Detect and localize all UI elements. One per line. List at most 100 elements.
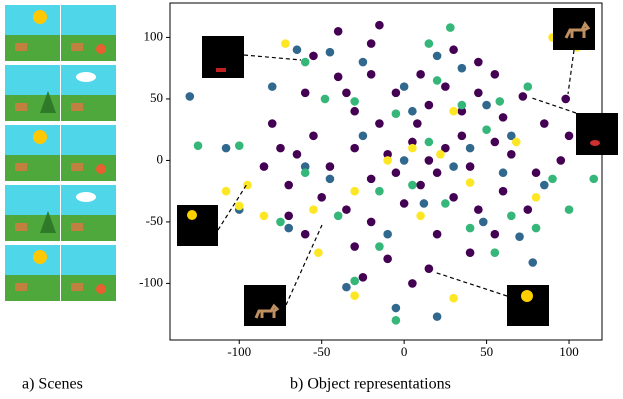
x-tick-label: -100 <box>227 344 251 359</box>
point <box>284 211 294 221</box>
point <box>320 94 330 104</box>
point <box>399 156 409 165</box>
point <box>507 149 516 159</box>
point <box>292 149 302 159</box>
point <box>333 211 343 221</box>
point <box>465 223 475 233</box>
point <box>350 186 359 196</box>
point <box>292 45 302 55</box>
point <box>482 125 491 134</box>
scene-dog <box>71 163 83 171</box>
point <box>276 217 285 227</box>
point <box>408 279 417 288</box>
point <box>366 70 376 79</box>
point <box>259 211 269 221</box>
point <box>300 162 310 171</box>
point <box>457 100 467 110</box>
point <box>234 141 244 150</box>
point <box>523 205 533 214</box>
plot-frame <box>169 2 603 341</box>
point <box>495 97 505 106</box>
point <box>424 264 434 273</box>
point <box>449 193 458 202</box>
point <box>185 92 195 101</box>
caption-scenes: a) Scenes <box>22 376 83 393</box>
scene-sun <box>33 10 47 24</box>
point <box>325 47 335 57</box>
point <box>465 162 475 171</box>
point <box>490 229 500 239</box>
point <box>358 272 368 282</box>
y-tick-label: -100 <box>139 274 163 289</box>
point <box>300 168 310 178</box>
point <box>474 88 483 98</box>
point <box>424 137 434 147</box>
point <box>539 180 549 190</box>
point <box>391 168 401 178</box>
point <box>358 131 368 141</box>
scene-tree <box>40 91 56 113</box>
point <box>350 242 359 251</box>
point <box>432 51 442 61</box>
scene-grass <box>61 35 116 61</box>
inset-images <box>177 8 618 326</box>
point <box>366 217 376 227</box>
point <box>300 88 310 98</box>
scene-ball <box>96 284 106 294</box>
point <box>408 137 417 147</box>
scene-sun <box>33 250 47 264</box>
point <box>267 119 277 128</box>
point <box>507 131 516 141</box>
point <box>548 174 557 184</box>
point <box>441 82 450 91</box>
point <box>457 63 467 73</box>
point <box>424 156 434 165</box>
y-tick-label: 50 <box>150 90 163 105</box>
scene-dog <box>15 43 27 51</box>
point <box>399 82 409 91</box>
point <box>333 72 343 82</box>
scene-dog <box>15 283 27 291</box>
y-tick-label: 100 <box>144 28 164 43</box>
point <box>419 199 429 208</box>
point <box>350 276 359 286</box>
point <box>333 26 343 36</box>
point <box>413 119 422 128</box>
point <box>325 174 335 184</box>
scene-dog <box>71 43 83 51</box>
point <box>518 92 528 101</box>
point <box>383 149 392 159</box>
point <box>221 186 231 196</box>
point <box>441 143 450 153</box>
scene-sun <box>33 130 47 144</box>
point <box>498 113 508 122</box>
point <box>449 106 458 116</box>
point <box>300 229 310 239</box>
scene-grass <box>61 155 116 181</box>
x-tick-label: 100 <box>559 344 579 359</box>
point <box>531 168 541 178</box>
scene-dog <box>15 103 27 111</box>
point <box>366 39 376 48</box>
point <box>408 180 417 190</box>
point <box>309 51 318 61</box>
point <box>531 223 541 233</box>
point <box>539 119 549 128</box>
point <box>350 291 359 301</box>
point <box>416 211 425 221</box>
point <box>284 180 294 190</box>
point <box>556 156 566 165</box>
scene-thumbnails <box>5 5 116 301</box>
point <box>391 303 401 313</box>
point <box>314 248 323 257</box>
point <box>391 88 401 98</box>
scatter-points <box>185 20 599 325</box>
point <box>441 199 450 208</box>
scene-cloud <box>76 72 96 82</box>
scene-dog <box>71 103 83 111</box>
point <box>498 168 508 178</box>
point <box>446 23 455 32</box>
point <box>309 131 318 141</box>
point <box>589 174 599 184</box>
